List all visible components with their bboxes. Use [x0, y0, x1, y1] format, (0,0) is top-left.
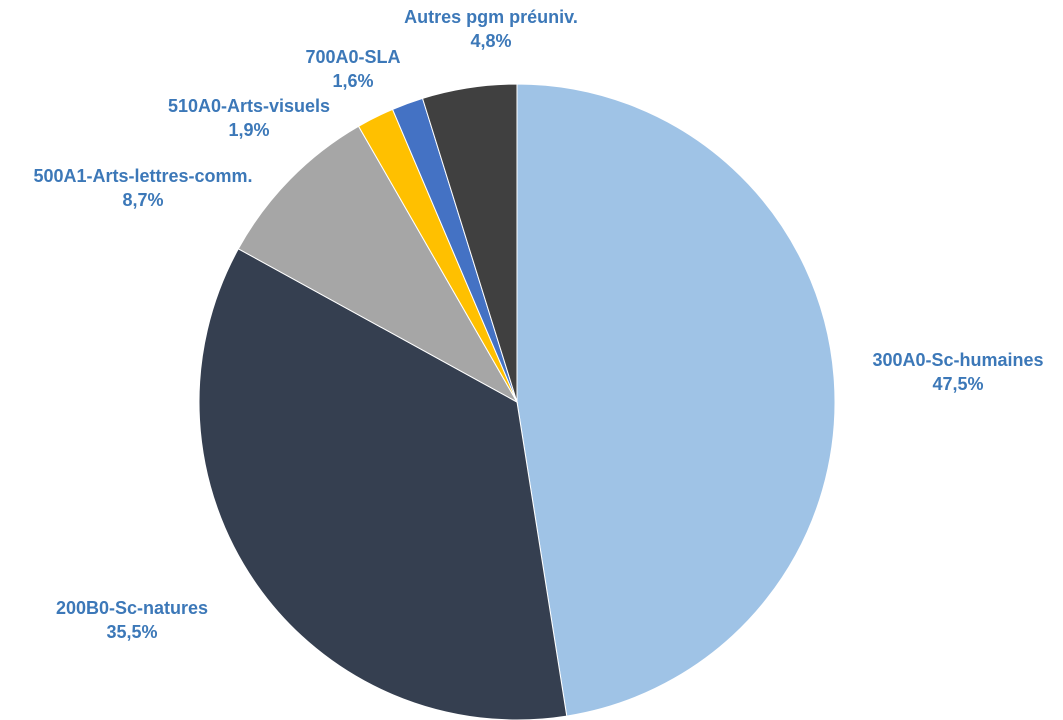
slice-percent: 8,7% [122, 190, 164, 210]
slice-label-sla: 700A0-SLA 1,6% [305, 45, 400, 93]
slice-name: 700A0-SLA [305, 47, 401, 67]
pie-slice-500a1-arts-lettres-comm [237, 125, 519, 404]
slice-percent: 35,5% [106, 622, 158, 642]
slice-name: 510A0-Arts-visuels [167, 96, 331, 116]
pie-slice-autres-pgm-pr-univ [421, 83, 518, 403]
slice-label-sc-natures: 200B0-Sc-natures 35,5% [56, 596, 208, 644]
slice-label-sc-humaines: 300A0-Sc-humaines 47,5% [872, 348, 1043, 396]
slice-label-autres-pgm: Autres pgm préuniv. 4,8% [404, 5, 578, 53]
slice-percent: 1,9% [228, 120, 270, 140]
slice-name: 300A0-Sc-humaines [872, 350, 1044, 370]
slice-name: Autres pgm préuniv. [404, 7, 578, 27]
slice-percent: 47,5% [932, 374, 984, 394]
slice-percent: 1,6% [332, 71, 374, 91]
pie-slice-200b0-sc-natures [198, 248, 568, 720]
slice-label-arts-lettres-comm: 500A1-Arts-lettres-comm. 8,7% [33, 164, 252, 212]
slice-label-arts-visuels: 510A0-Arts-visuels 1,9% [168, 94, 330, 142]
slice-percent: 4,8% [470, 31, 512, 51]
slice-name: 500A1-Arts-lettres-comm. [33, 166, 253, 186]
slice-name: 200B0-Sc-natures [55, 598, 209, 618]
pie-slice-300a0-sc-humaines [516, 83, 836, 717]
